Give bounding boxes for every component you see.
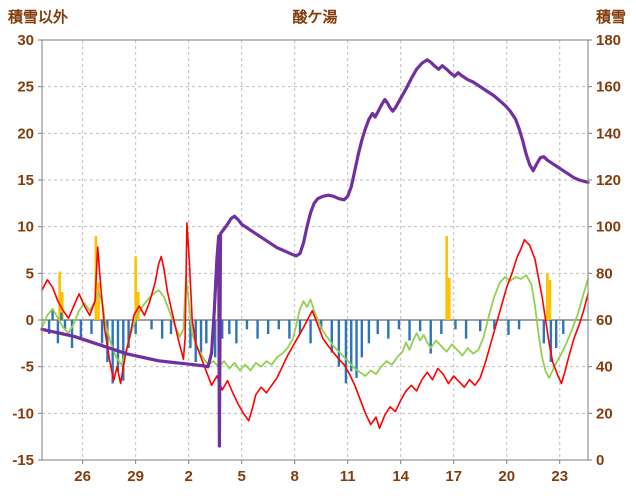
x-axis-tick-label: 26 xyxy=(74,468,91,485)
right-axis-tick-label: 120 xyxy=(596,172,621,189)
x-axis-tick-label: 20 xyxy=(498,468,515,485)
right-axis-tick-label: 140 xyxy=(596,125,621,142)
right-axis-tick-label: 180 xyxy=(596,32,621,49)
right-axis-tick-label: 100 xyxy=(596,219,621,236)
right-axis-tick-label: 40 xyxy=(596,359,613,376)
x-axis-tick-label: 5 xyxy=(237,468,245,485)
right-axis-tick-label: 20 xyxy=(596,405,613,422)
x-axis-tick-label: 14 xyxy=(392,468,409,485)
right-axis-title: 積雪 xyxy=(595,9,626,26)
chart-title: 酸ケ湯 xyxy=(292,9,338,26)
x-axis-tick-label: 29 xyxy=(127,468,144,485)
left-axis-tick-label: 15 xyxy=(17,172,34,189)
left-axis-tick-label: -5 xyxy=(21,359,34,376)
series-green-line xyxy=(41,274,589,379)
x-axis-tick-label: 8 xyxy=(291,468,299,485)
x-axis-tick-label: 17 xyxy=(445,468,462,485)
left-axis-tick-label: -15 xyxy=(12,452,34,469)
left-axis-title: 積雪以外 xyxy=(8,9,69,26)
left-axis-tick-label: 30 xyxy=(17,32,34,49)
left-axis-tick-label: 10 xyxy=(17,219,34,236)
left-axis-tick-label: 0 xyxy=(26,312,34,329)
right-axis-tick-label: 80 xyxy=(596,265,613,282)
series-red-line xyxy=(41,222,589,430)
left-axis-tick-label: 20 xyxy=(17,125,34,142)
left-axis-tick-label: 25 xyxy=(17,79,34,96)
x-axis-tick-label: 11 xyxy=(340,468,356,485)
series-purple-line xyxy=(40,58,590,448)
x-axis-tick-label: 23 xyxy=(551,468,568,485)
x-axis-tick-label: 2 xyxy=(184,468,192,485)
right-axis-tick-label: 60 xyxy=(596,312,613,329)
right-axis-tick-label: 0 xyxy=(596,452,604,469)
left-axis-tick-label: -10 xyxy=(12,405,34,422)
right-axis-tick-label: 160 xyxy=(596,79,621,96)
plot-border xyxy=(41,39,589,461)
left-axis-tick-label: 5 xyxy=(26,265,34,282)
